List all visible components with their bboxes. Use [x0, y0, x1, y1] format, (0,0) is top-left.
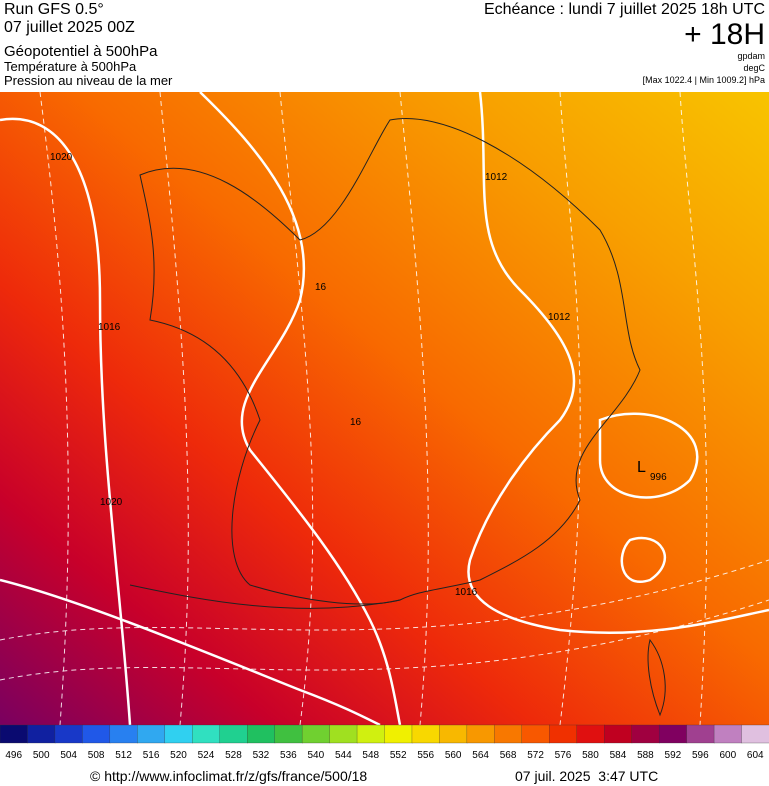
colorbar-label: 496 — [5, 750, 22, 761]
field-label: Géopotentiel à 500hPa — [4, 43, 158, 60]
pressure-range: [Max 1022.4 | Min 1009.2] hPa — [643, 75, 765, 85]
colorbar-swatch — [494, 724, 523, 744]
colorbar-label: 500 — [33, 750, 50, 761]
map-field — [0, 92, 769, 725]
colorbar-swatch — [192, 724, 221, 744]
colorbar-swatch — [741, 724, 769, 744]
colorbar-label: 568 — [500, 750, 517, 761]
source-credit: © http://www.infoclimat.fr/z/gfs/france/… — [90, 768, 367, 784]
colorbar-swatch — [384, 724, 413, 744]
colorbar-label: 504 — [60, 750, 77, 761]
colorbar-label: 520 — [170, 750, 187, 761]
field-label: Pression au niveau de la mer — [4, 73, 173, 88]
colorbar-swatch — [466, 724, 496, 744]
colorbar-label: 552 — [390, 750, 407, 761]
contour-label: 1016 — [455, 587, 478, 598]
colorbar-label: 516 — [143, 750, 160, 761]
isotherms — [0, 91, 769, 726]
colorbar-label: 508 — [88, 750, 105, 761]
colorbar-label: 600 — [719, 750, 736, 761]
colorbar-label: 532 — [253, 750, 270, 761]
colorbar-label: 564 — [472, 750, 489, 761]
colorbar-label: 604 — [747, 750, 764, 761]
colorbar-label: 592 — [665, 750, 682, 761]
colorbar-swatch — [274, 724, 303, 744]
contour-label: 1020 — [100, 497, 123, 508]
colorbar-label: 540 — [307, 750, 324, 761]
map: 1020 1020 1016 1016 1012 1012 996 L 16 1… — [0, 91, 769, 727]
colorbar-swatch — [27, 724, 56, 744]
colorbar-swatch — [219, 724, 248, 744]
run-title: Run GFS 0.5° — [4, 1, 104, 18]
contour-label: 1012 — [548, 312, 571, 323]
isotherm-label: 16 — [315, 282, 327, 293]
colorbar-label: 596 — [692, 750, 709, 761]
colorbar-swatch — [54, 724, 84, 744]
colorbar-label: 548 — [362, 750, 379, 761]
colorbar-label: 572 — [527, 750, 544, 761]
colorbar-swatch — [0, 724, 29, 744]
colorbar-label: 560 — [445, 750, 462, 761]
colorbar-label: 512 — [115, 750, 132, 761]
echeance: Echéance : lundi 7 juillet 2025 18h UTC — [484, 1, 765, 18]
colorbar-swatch — [82, 724, 111, 744]
colorbar-swatch — [137, 724, 166, 744]
colorbar-label: 544 — [335, 750, 352, 761]
colorbar-swatch — [301, 724, 331, 744]
isobars — [0, 91, 769, 727]
colorbar-swatch — [576, 724, 605, 744]
coastline — [129, 118, 666, 717]
contour-label: 1020 — [50, 152, 73, 163]
colorbar-swatch — [549, 724, 578, 744]
colorbar-swatch — [247, 724, 276, 744]
contour-label: 996 — [650, 472, 667, 483]
colorbar-label: 588 — [637, 750, 654, 761]
field-label: Température à 500hPa — [4, 59, 137, 74]
colorbar-swatch — [439, 724, 468, 744]
colorbar-swatch — [686, 724, 715, 744]
colorbar-swatch — [356, 724, 386, 744]
colorbar-swatch — [109, 724, 138, 744]
colorbar-swatch — [411, 724, 441, 744]
isotherm-label: 16 — [350, 417, 362, 428]
unit-label: degC — [743, 63, 765, 73]
low-marker: L — [637, 459, 646, 476]
colorbar-swatch — [521, 724, 550, 744]
unit-label: gpdam — [737, 51, 765, 61]
colorbar-label: 524 — [198, 750, 215, 761]
colorbar-swatch — [329, 724, 358, 744]
contour-label: 1012 — [485, 172, 508, 183]
colorbar-swatch — [631, 724, 660, 744]
colorbar-swatch — [713, 724, 743, 744]
contour-label: 1016 — [98, 322, 121, 333]
colorbar-swatch — [658, 724, 688, 744]
colorbar: 496 500 504 508 512 516 520 524 528 532 536 540 544 5… — [0, 724, 769, 761]
colorbar-label: 580 — [582, 750, 599, 761]
colorbar-swatch — [604, 724, 633, 744]
colorbar-label: 536 — [280, 750, 297, 761]
colorbar-swatch — [164, 724, 193, 744]
colorbar-label: 584 — [610, 750, 627, 761]
contour-labels: 1020 1020 1016 1016 1012 1012 996 L 16 1… — [50, 152, 667, 598]
run-date: 07 juillet 2025 00Z — [4, 19, 135, 36]
colorbar-label: 556 — [417, 750, 434, 761]
colorbar-label: 528 — [225, 750, 242, 761]
forecast-step: + 18H — [684, 18, 765, 51]
generated-time: 07 juil. 2025 3:47 UTC — [515, 768, 658, 784]
colorbar-label: 576 — [555, 750, 572, 761]
